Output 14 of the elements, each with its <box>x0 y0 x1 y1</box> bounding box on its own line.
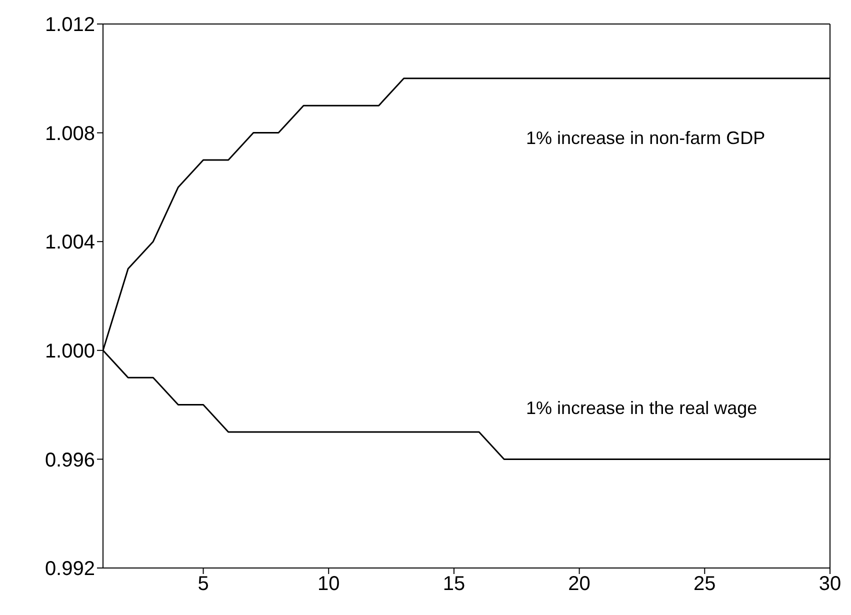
x-tick-label: 10 <box>317 573 340 596</box>
y-tick-label: 1.004 <box>44 232 95 254</box>
x-tick-label: 15 <box>442 573 466 596</box>
y-tick-label: 1.000 <box>44 340 95 362</box>
x-tick-label: 20 <box>568 573 590 596</box>
y-tick-label: 1.008 <box>44 122 95 145</box>
y-tick-label: 0.996 <box>44 449 95 472</box>
x-tick-label: 30 <box>818 573 842 596</box>
x-tick-label: 25 <box>694 573 716 596</box>
annotation: 1% increase in the real wage <box>526 398 758 419</box>
x-tick-label: 5 <box>198 573 209 596</box>
y-tick-label: 1.012 <box>44 14 95 36</box>
y-tick-label: 0.992 <box>44 558 95 580</box>
annotation: 1% increase in non-farm GDP <box>526 128 766 149</box>
